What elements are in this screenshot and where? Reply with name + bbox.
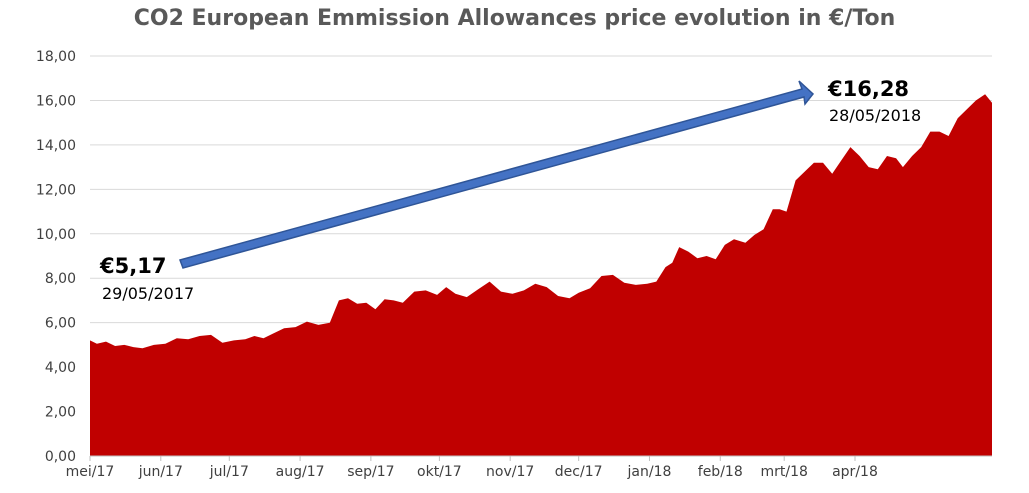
trend-arrow	[179, 80, 815, 269]
y-tick-label: 18,00	[36, 49, 76, 65]
x-axis-ticks: mei/17 jun/17 jul/17 aug/17 sep/17 okt/17 nov/…	[66, 456, 878, 480]
x-tick-label: jun/17	[138, 464, 183, 480]
annotation-end-date: 28/05/2018	[829, 106, 921, 125]
area-series	[90, 94, 992, 456]
y-axis-ticks: 0,00 2,00 4,00 6,00 8,00 10,00 12,00 14,00 16,00…	[36, 49, 76, 465]
x-tick-label: okt/17	[417, 464, 462, 480]
y-tick-label: 14,00	[36, 138, 76, 154]
y-tick-label: 8,00	[45, 271, 76, 287]
x-tick-label: aug/17	[276, 464, 325, 480]
annotations: €5,17 29/05/2017 €16,28 28/05/2018	[99, 77, 921, 303]
y-tick-label: 12,00	[36, 182, 76, 198]
x-tick-label: jan/18	[627, 464, 672, 480]
x-tick-label: jul/17	[209, 464, 249, 480]
x-tick-label: sep/17	[347, 464, 394, 480]
annotation-start-value: €5,17	[99, 254, 166, 278]
y-tick-label: 4,00	[45, 360, 76, 376]
trend-arrow-shape	[179, 80, 815, 269]
y-tick-label: 2,00	[45, 405, 76, 421]
annotation-start-date: 29/05/2017	[102, 284, 194, 303]
x-tick-label: nov/17	[486, 464, 534, 480]
y-tick-label: 10,00	[36, 227, 76, 243]
chart-title: CO2 European Emmission Allowances price …	[133, 6, 896, 31]
x-tick-label: feb/18	[698, 464, 743, 480]
y-tick-label: 0,00	[45, 449, 76, 465]
x-tick-label: mrt/18	[760, 464, 807, 480]
y-tick-label: 6,00	[45, 316, 76, 332]
y-tick-label: 16,00	[36, 93, 76, 109]
x-tick-label: apr/18	[832, 464, 878, 480]
annotation-end-value: €16,28	[827, 77, 909, 101]
area-fill	[90, 94, 992, 456]
x-tick-label: dec/17	[555, 464, 603, 480]
x-tick-label: mei/17	[66, 464, 115, 480]
